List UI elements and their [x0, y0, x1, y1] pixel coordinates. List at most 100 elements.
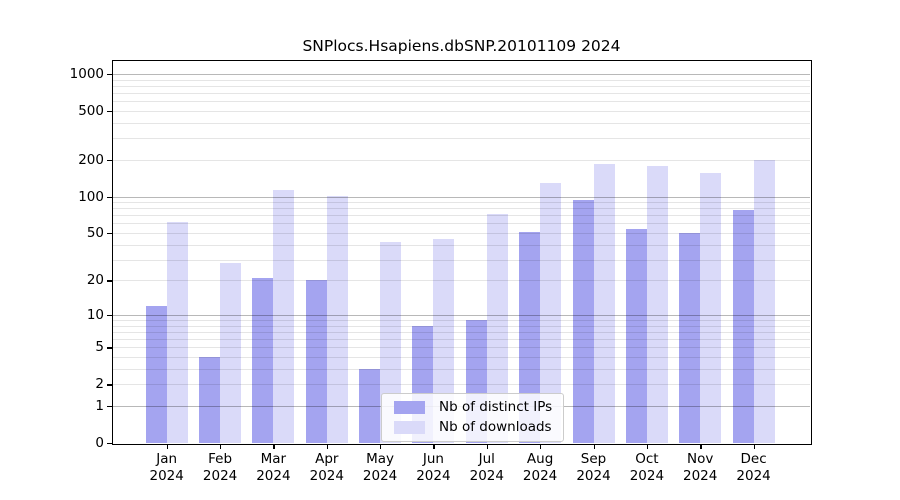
minor-gridline [113, 331, 810, 333]
y-tick-mark [107, 233, 113, 235]
x-tick-label: Apr 2024 [309, 451, 344, 484]
y-tick-mark [107, 196, 113, 198]
minor-gridline [113, 138, 810, 140]
x-tick-mark [433, 444, 435, 449]
y-tick-mark [107, 110, 113, 113]
y-tick-label: 10 [86, 306, 104, 323]
bar-distinct-ips [359, 368, 381, 443]
y-tick-label: 50 [86, 225, 104, 241]
plot-area [113, 61, 810, 443]
major-gridline [113, 314, 810, 316]
x-tick-label: Sep 2024 [576, 451, 611, 484]
x-tick-mark [326, 444, 329, 449]
bar-distinct-ips [732, 209, 754, 443]
x-tick-mark [380, 444, 382, 449]
minor-gridline [113, 280, 810, 282]
minor-gridline [113, 208, 810, 210]
y-tick-mark [107, 443, 113, 445]
chart-title: SNPlocs.Hsapiens.dbSNP.20101109 2024 [302, 37, 621, 55]
x-tick-mark [700, 444, 702, 449]
bar-downloads [753, 160, 775, 443]
minor-gridline [113, 202, 810, 204]
minor-gridline [113, 122, 810, 124]
minor-gridline [113, 347, 810, 349]
minor-gridline [113, 384, 810, 386]
minor-gridline [113, 223, 810, 225]
legend-label-distinct-ips: Nb of distinct IPs [439, 399, 553, 415]
bar-downloads [540, 183, 562, 443]
x-tick-label: Feb 2024 [202, 451, 238, 484]
y-tick-mark [107, 280, 113, 282]
bar-downloads [166, 221, 188, 443]
minor-gridline [113, 259, 810, 261]
bar-distinct-ips [145, 306, 167, 443]
minor-gridline [113, 159, 810, 161]
x-tick-mark [540, 444, 542, 449]
x-tick-label: Dec 2024 [736, 451, 771, 484]
y-tick-mark [107, 159, 113, 162]
bar-distinct-ips [519, 231, 541, 443]
y-tick-mark [107, 314, 113, 317]
minor-gridline [113, 339, 810, 341]
legend-swatch-distinct-ips-icon [394, 400, 425, 414]
legend-swatch-downloads-icon [394, 420, 425, 434]
x-tick-mark [646, 444, 649, 449]
minor-gridline [113, 110, 810, 112]
x-tick-label: Aug 2024 [522, 451, 558, 484]
legend-row-distinct-ips: Nb of distinct IPs [394, 399, 552, 415]
minor-gridline [113, 101, 810, 103]
bar-downloads [433, 238, 455, 443]
bar-downloads [646, 165, 668, 443]
legend: Nb of distinct IPs Nb of downloads [381, 393, 565, 442]
legend-row-downloads: Nb of downloads [394, 419, 552, 435]
legend-label-downloads: Nb of downloads [439, 419, 552, 435]
y-tick-mark [107, 384, 113, 386]
x-tick-label: May 2024 [362, 451, 398, 484]
x-tick-mark [166, 444, 169, 449]
bar-downloads [273, 190, 295, 443]
minor-gridline [113, 93, 810, 94]
bar-downloads [220, 263, 242, 443]
x-tick-mark [273, 444, 275, 449]
bar-distinct-ips [625, 228, 647, 443]
x-tick-label: Oct 2024 [629, 451, 665, 484]
bar-downloads [700, 172, 722, 443]
major-gridline [113, 74, 810, 75]
minor-gridline [113, 325, 810, 327]
y-tick-label: 1 [95, 398, 104, 414]
x-tick-mark [593, 444, 595, 449]
bar-downloads [593, 163, 615, 443]
y-tick-label: 2 [95, 376, 104, 393]
minor-gridline [113, 79, 810, 81]
y-tick-label: 100 [78, 188, 104, 205]
y-tick-label: 5 [95, 339, 104, 356]
major-gridline [113, 196, 810, 198]
bar-downloads [380, 242, 402, 443]
bar-distinct-ips [305, 280, 327, 443]
minor-gridline [113, 244, 810, 246]
y-tick-mark [107, 347, 113, 349]
minor-gridline [113, 233, 810, 234]
minor-gridline [113, 357, 810, 358]
y-tick-label: 1000 [69, 66, 104, 82]
bar-downloads [326, 196, 348, 443]
y-tick-mark [107, 406, 113, 408]
minor-gridline [113, 85, 810, 87]
x-tick-mark [486, 444, 489, 449]
x-tick-label: Jun 2024 [416, 451, 451, 484]
bar-distinct-ips [679, 232, 701, 443]
minor-gridline [113, 320, 810, 321]
bar-distinct-ips [199, 357, 221, 443]
y-tick-label: 20 [86, 272, 104, 289]
x-tick-label: Mar 2024 [256, 451, 291, 484]
y-tick-label: 200 [78, 151, 104, 168]
minor-gridline [113, 369, 810, 370]
x-tick-label: Jul 2024 [469, 451, 504, 484]
x-tick-label: Nov 2024 [683, 451, 718, 484]
y-tick-label: 0 [95, 435, 104, 451]
y-tick-label: 500 [78, 102, 104, 119]
x-tick-label: Jan 2024 [149, 451, 184, 484]
x-tick-mark [220, 444, 222, 449]
bar-distinct-ips [572, 200, 594, 443]
